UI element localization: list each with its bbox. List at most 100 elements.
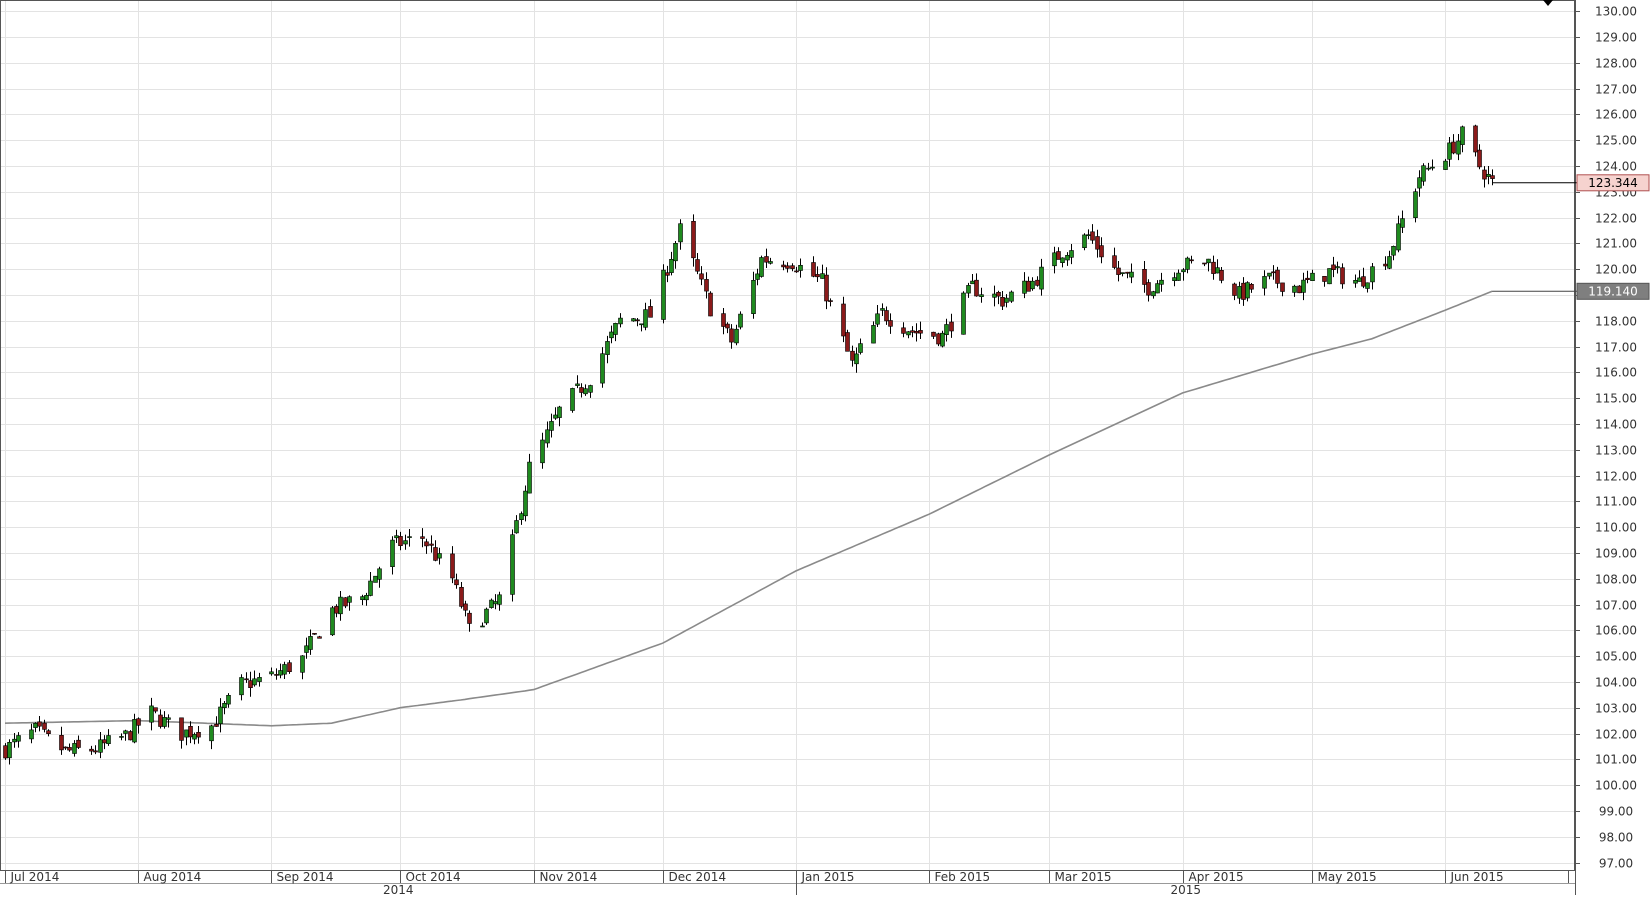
y-tick-label: 104.00 <box>1595 676 1637 690</box>
candle-down <box>695 259 700 272</box>
candle-up <box>557 406 562 418</box>
candle-up <box>966 285 971 294</box>
candle-up <box>1426 167 1431 170</box>
candle-down <box>59 734 64 751</box>
candle-down <box>312 632 317 635</box>
candle-up <box>600 353 605 384</box>
candle-up <box>1417 177 1422 189</box>
candle-up <box>282 664 287 675</box>
candle-down <box>136 718 141 726</box>
y-tick-label: 116.00 <box>1595 366 1637 380</box>
y-tick-label: 102.00 <box>1595 728 1637 742</box>
candle-up <box>940 332 945 347</box>
candle-up <box>497 594 502 605</box>
candle-up <box>1237 286 1242 299</box>
candle-up <box>944 324 949 335</box>
ma-price-label: 119.140 <box>1588 284 1638 298</box>
candle-down <box>1477 149 1482 168</box>
price-label-layer: 123.344 119.140 <box>1492 174 1650 300</box>
x-month-label: Mar 2015 <box>1055 870 1112 884</box>
candle-down <box>841 303 846 337</box>
candle-down <box>725 323 730 329</box>
candle-up <box>1430 166 1435 169</box>
candle-up <box>575 383 580 386</box>
corner-marker-icon <box>1543 0 1553 6</box>
candle-up <box>278 670 283 676</box>
candle-up <box>961 292 966 335</box>
candle-up <box>1421 165 1426 182</box>
candle-up <box>184 729 189 738</box>
candle-down <box>1451 141 1456 154</box>
candle-up <box>880 308 885 311</box>
candle-up <box>1086 234 1091 236</box>
candle-down <box>1202 262 1207 265</box>
x-month-label: Oct 2014 <box>406 870 461 884</box>
candle-up <box>377 568 382 580</box>
candle-down <box>1482 169 1487 180</box>
candle-down <box>781 264 786 268</box>
candle-up <box>992 293 997 298</box>
candle-up <box>330 607 335 636</box>
candle-down <box>1000 296 1005 307</box>
candle-down <box>63 746 68 749</box>
candle-up <box>269 671 274 675</box>
candle-down <box>790 265 795 269</box>
candle-up <box>605 341 610 355</box>
candle-down <box>1340 267 1345 285</box>
x-month-label: Jul 2014 <box>10 870 60 884</box>
y-tick-label: 117.00 <box>1595 341 1637 355</box>
x-month-label: Aug 2014 <box>144 870 202 884</box>
candle-down <box>1189 259 1194 262</box>
candle-down <box>463 603 468 611</box>
candle-up <box>7 741 12 759</box>
candle-down <box>274 674 279 676</box>
candle-down <box>1297 285 1302 294</box>
candle-up <box>1486 174 1491 177</box>
candle-up <box>820 273 825 279</box>
candle-up <box>570 388 575 411</box>
candle-up <box>1365 282 1370 289</box>
candle-up <box>1004 297 1009 303</box>
plot-frame <box>0 0 1575 871</box>
candle-up <box>1181 269 1186 273</box>
candle-up <box>162 717 167 727</box>
candle-up <box>119 736 124 738</box>
candle-up <box>338 596 343 615</box>
candle-down <box>764 256 769 263</box>
candle-up <box>407 536 412 538</box>
candle-down <box>429 543 434 546</box>
candle-down <box>188 725 193 738</box>
candle-up <box>1151 291 1156 297</box>
candle-up <box>583 388 588 395</box>
candle-up <box>149 705 154 723</box>
y-tick-label: 109.00 <box>1595 547 1637 561</box>
candle-up <box>437 553 442 559</box>
candle-up <box>1082 234 1087 248</box>
candle-up <box>523 490 528 517</box>
y-tick-label: 106.00 <box>1595 624 1637 638</box>
y-tick-label: 122.00 <box>1595 212 1637 226</box>
candle-layer <box>3 124 1495 765</box>
y-tick-label: 130.00 <box>1595 5 1637 19</box>
candle-up <box>1206 258 1211 264</box>
moving-average-line <box>4 290 1493 727</box>
candle-down <box>420 536 425 539</box>
y-tick-label: 127.00 <box>1595 83 1637 97</box>
last-price-badge <box>1576 174 1650 192</box>
candle-up <box>906 331 911 336</box>
candle-up <box>639 323 644 326</box>
candle-up <box>1185 257 1190 270</box>
candle-down <box>46 730 51 735</box>
candle-up <box>631 318 636 322</box>
candle-up <box>360 596 365 600</box>
candle-up <box>1327 268 1332 285</box>
candle-down <box>196 731 201 738</box>
y-tick-label: 107.00 <box>1595 599 1637 613</box>
candle-up <box>751 279 756 314</box>
x-year-label: 2014 <box>383 883 414 895</box>
candle-down <box>1112 255 1117 268</box>
candle-up <box>16 735 21 742</box>
candle-up <box>222 702 227 708</box>
candle-up <box>1009 291 1014 302</box>
